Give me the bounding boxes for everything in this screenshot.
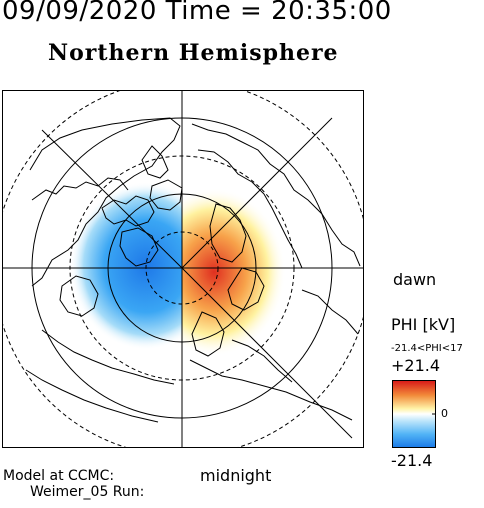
polar-map xyxy=(2,90,364,448)
time-readout: 09/09/2020 Time = 20:35:00 xyxy=(2,0,392,26)
phi-colorbar xyxy=(392,380,436,448)
model-label: Model at CCMC: xyxy=(3,468,115,484)
positive-potential-cell xyxy=(182,188,286,356)
hemisphere-title: Northern Hemisphere xyxy=(48,40,339,66)
phi-legend-title: PHI [kV] xyxy=(391,315,456,334)
phi-range-text: -21.4<PHI<17 xyxy=(391,343,463,354)
coastlines xyxy=(25,117,361,423)
phi-zero-label: 0 xyxy=(441,407,448,420)
phi-min-label: -21.4 xyxy=(391,451,433,470)
phi-max-label: +21.4 xyxy=(391,356,441,375)
negative-potential-cell xyxy=(70,182,182,350)
midnight-label: midnight xyxy=(200,466,272,485)
meridian-grid xyxy=(2,90,364,448)
run-label: Weimer_05 Run: xyxy=(30,484,145,500)
dawn-label: dawn xyxy=(393,270,437,289)
